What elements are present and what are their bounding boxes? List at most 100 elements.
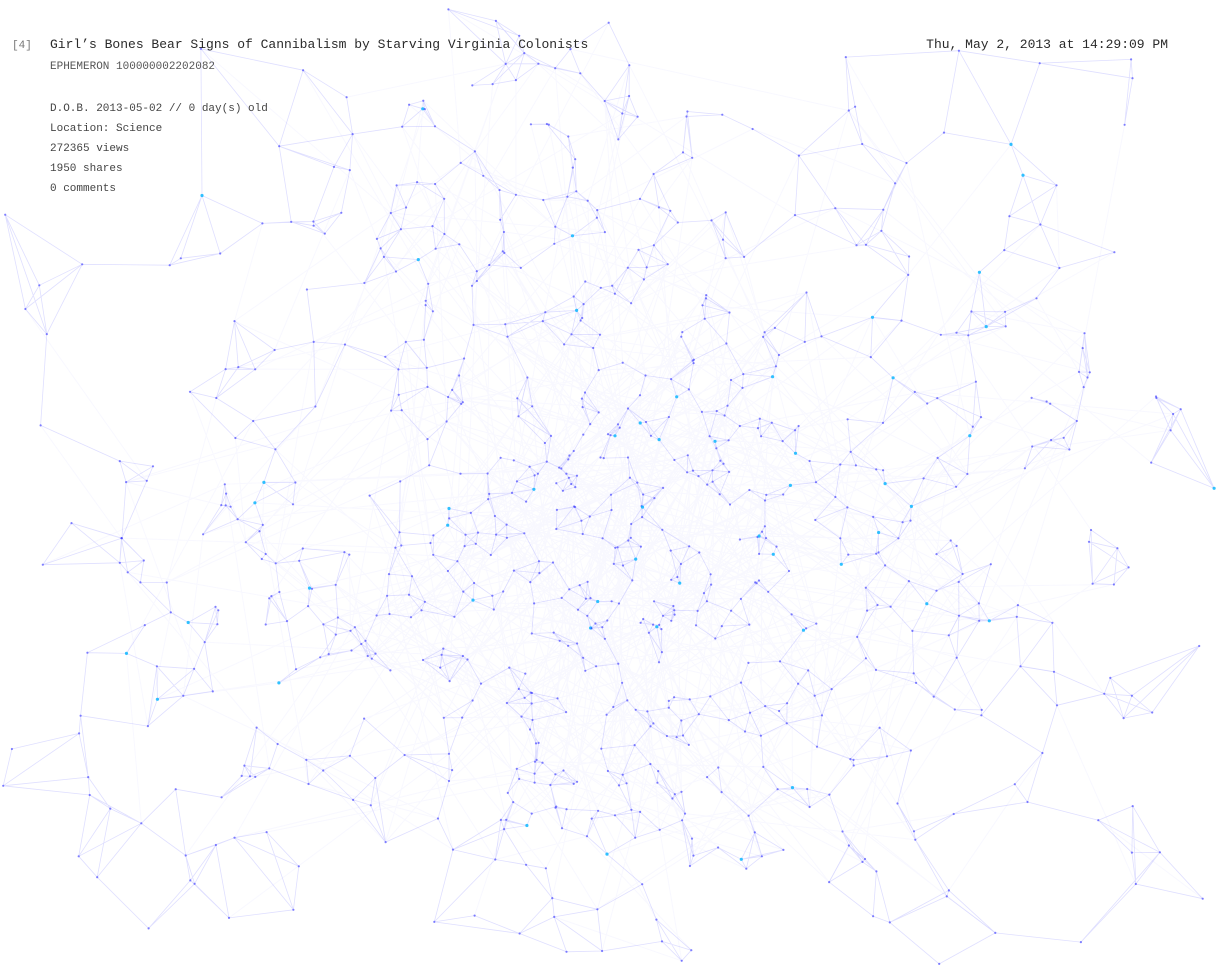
- network-node: [491, 83, 494, 86]
- network-node: [980, 708, 983, 712]
- network-node: [815, 622, 818, 625]
- network-node: [727, 719, 730, 722]
- network-node: [348, 754, 351, 757]
- network-node: [747, 661, 750, 665]
- network-node: [186, 620, 190, 625]
- network-node: [861, 860, 864, 864]
- network-node: [603, 231, 607, 234]
- network-node: [340, 211, 343, 214]
- network-node: [649, 434, 653, 437]
- network-node: [901, 521, 904, 524]
- network-node: [907, 273, 910, 276]
- network-node: [572, 449, 575, 453]
- network-node: [670, 578, 673, 581]
- network-node: [514, 193, 518, 196]
- network-node: [727, 439, 730, 442]
- network-node: [374, 776, 377, 780]
- network-node: [499, 818, 502, 822]
- network-node: [570, 333, 573, 336]
- network-node: [630, 302, 633, 305]
- network-node: [718, 493, 721, 496]
- network-node: [704, 297, 708, 300]
- network-node: [535, 758, 538, 762]
- network-node: [517, 687, 520, 691]
- network-node: [994, 931, 997, 935]
- network-node: [533, 474, 536, 477]
- network-node: [1109, 676, 1112, 680]
- network-node: [140, 822, 143, 825]
- network-node: [878, 726, 881, 729]
- network-node: [310, 587, 314, 590]
- network-node: [655, 625, 659, 629]
- network-node: [621, 773, 624, 776]
- network-node: [547, 123, 550, 126]
- network-node: [774, 365, 778, 368]
- network-node: [570, 482, 573, 486]
- network-node: [697, 475, 700, 478]
- network-node: [351, 133, 354, 136]
- network-node: [236, 518, 239, 521]
- network-node: [458, 243, 461, 246]
- network-node: [579, 319, 582, 322]
- network-node: [387, 573, 391, 576]
- network-node: [352, 798, 355, 802]
- network-node: [596, 599, 600, 604]
- network-node: [319, 656, 322, 659]
- network-node: [805, 291, 808, 294]
- network-node: [453, 615, 456, 618]
- network-node: [1023, 467, 1026, 470]
- network-node: [844, 56, 847, 59]
- network-node: [145, 479, 148, 482]
- network-node: [274, 448, 277, 451]
- network-node: [657, 661, 661, 664]
- network-node: [652, 722, 655, 725]
- network-node: [270, 595, 273, 598]
- network-node: [348, 169, 351, 172]
- network-node: [673, 793, 676, 796]
- network-node: [442, 647, 445, 650]
- network-node: [627, 539, 630, 542]
- network-node: [561, 489, 565, 492]
- network-node: [544, 311, 547, 314]
- network-node: [508, 666, 511, 669]
- network-node: [680, 790, 683, 793]
- network-node: [525, 500, 528, 503]
- network-node: [447, 506, 451, 511]
- network-node: [692, 358, 696, 361]
- network-node: [1131, 805, 1134, 808]
- network-node: [961, 572, 964, 576]
- network-node: [759, 734, 763, 737]
- network-node: [456, 560, 459, 563]
- network-node: [794, 429, 797, 432]
- network-node: [1158, 851, 1161, 854]
- network-node: [657, 206, 661, 209]
- network-node: [422, 338, 425, 341]
- network-node: [808, 459, 811, 463]
- network-node: [820, 714, 824, 717]
- network-node: [312, 220, 315, 223]
- network-node: [494, 19, 497, 22]
- network-node: [572, 782, 575, 786]
- network-node: [788, 483, 793, 487]
- network-node: [538, 571, 541, 575]
- network-node: [611, 284, 614, 287]
- network-node: [533, 772, 536, 775]
- network-node: [424, 299, 427, 302]
- network-node: [629, 536, 632, 539]
- network-node: [471, 598, 475, 602]
- near-edge-path: [2, 9, 1215, 965]
- network-node: [686, 454, 689, 457]
- network-node: [690, 949, 693, 952]
- network-node: [268, 597, 271, 600]
- network-node: [565, 472, 568, 475]
- network-node: [935, 553, 938, 556]
- network-node: [79, 714, 82, 717]
- network-node: [261, 523, 264, 527]
- network-node: [556, 697, 559, 700]
- network-node: [864, 657, 868, 660]
- network-node: [397, 393, 400, 396]
- network-node: [655, 918, 658, 921]
- network-node: [1062, 436, 1065, 439]
- network-node: [466, 658, 469, 661]
- network-node: [751, 127, 754, 131]
